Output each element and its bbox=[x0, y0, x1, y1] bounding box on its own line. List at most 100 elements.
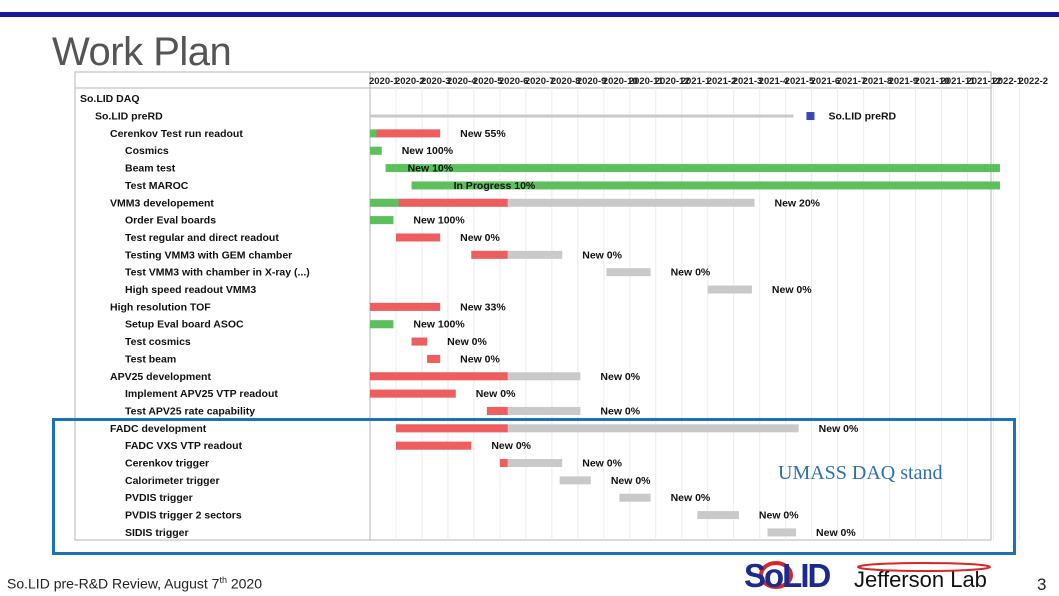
gantt-bar-done bbox=[385, 164, 1000, 173]
gantt-bar-label: New 0% bbox=[447, 336, 487, 348]
gantt-tick-label: 2021-10 bbox=[915, 76, 950, 87]
gantt-bar-label: New 55% bbox=[460, 128, 506, 140]
gantt-bar-done bbox=[370, 216, 394, 225]
footer-sup: th bbox=[219, 575, 227, 585]
gantt-bar-remaining bbox=[707, 285, 752, 294]
gantt-task-name: FADC development bbox=[110, 423, 207, 435]
gantt-bar-late bbox=[370, 302, 441, 311]
gantt-task-name: Test cosmics bbox=[125, 336, 191, 348]
gantt-tick-label: 2020-2 bbox=[395, 76, 425, 87]
gantt-bar-label: New 20% bbox=[774, 197, 820, 209]
gantt-task-name: So.LID DAQ bbox=[80, 93, 140, 105]
gantt-bar-late bbox=[486, 406, 508, 415]
solid-logo-ring bbox=[759, 561, 793, 589]
gantt-task-name: Test MAROC bbox=[125, 180, 189, 192]
gantt-task-name: FADC VXS VTP readout bbox=[125, 440, 243, 452]
gantt-tick-label: 2021-9 bbox=[889, 76, 919, 87]
gantt-tick-label: 2021-12 bbox=[967, 76, 1002, 87]
gantt-bar-remaining bbox=[606, 268, 651, 277]
gantt-bar-late bbox=[370, 389, 456, 398]
gantt-bar-label: New 0% bbox=[611, 475, 651, 487]
gantt-task-name: Test regular and direct readout bbox=[125, 232, 279, 244]
gantt-bar-done bbox=[370, 129, 377, 138]
gantt-bar-done bbox=[370, 198, 399, 207]
gantt-bar-late bbox=[499, 459, 508, 468]
gantt-bar-label: New 0% bbox=[671, 267, 711, 279]
gantt-tick-label: 2021-11 bbox=[941, 76, 976, 87]
gantt-task-name: Test APV25 rate capability bbox=[125, 405, 255, 417]
gantt-task-name: Test VMM3 with chamber in X-ray (...) bbox=[125, 267, 310, 279]
gantt-bar-label: New 0% bbox=[759, 510, 799, 522]
gantt-bar-done bbox=[370, 320, 394, 329]
gantt-tick-label: 2022-1 bbox=[992, 76, 1022, 87]
gantt-bar-label: New 100% bbox=[402, 145, 454, 157]
gantt-tick-label: 2021-5 bbox=[785, 76, 815, 87]
gantt-bar-remaining bbox=[471, 250, 563, 259]
gantt-task-name: Implement APV25 VTP readout bbox=[125, 388, 278, 400]
gantt-tick-label: 2021-2 bbox=[707, 76, 737, 87]
gantt-tick-label: 2022-2 bbox=[1018, 76, 1048, 87]
gantt-bar-late bbox=[398, 198, 508, 207]
gantt-tick-label: 2020-4 bbox=[447, 76, 477, 87]
gantt-task-name: APV25 development bbox=[110, 371, 211, 383]
gantt-bar-late bbox=[427, 354, 441, 363]
gantt-bar-remaining bbox=[499, 459, 563, 468]
top-accent-bar bbox=[0, 12, 1059, 17]
gantt-summary-bar bbox=[370, 114, 794, 118]
gantt-bar-remaining bbox=[697, 511, 739, 520]
gantt-bar-late bbox=[395, 441, 472, 450]
gantt-bar-label: New 0% bbox=[816, 527, 856, 539]
gantt-tick-label: 2020-10 bbox=[603, 76, 638, 87]
gantt-task-name: So.LID preRD bbox=[95, 111, 163, 123]
gantt-tick-label: 2020-7 bbox=[525, 76, 555, 87]
gantt-tick-label: 2021-3 bbox=[733, 76, 763, 87]
gantt-bar-remaining bbox=[370, 198, 755, 207]
gantt-task-name: Calorimeter trigger bbox=[125, 475, 220, 487]
gantt-bar-label: New 0% bbox=[582, 458, 622, 470]
gantt-task-name: Order Eval boards bbox=[125, 215, 216, 227]
gantt-task-name: PVDIS trigger 2 sectors bbox=[125, 510, 242, 522]
gantt-tick-label: 2021-7 bbox=[837, 76, 867, 87]
gantt-bar-label: New 0% bbox=[491, 440, 531, 452]
gantt-task-name: Testing VMM3 with GEM chamber bbox=[125, 249, 292, 261]
gantt-tick-label: 2020-11 bbox=[629, 76, 664, 87]
gantt-task-name: High speed readout VMM3 bbox=[125, 284, 256, 296]
gantt-bar-label: New 10% bbox=[408, 163, 454, 175]
gantt-task-name: Cerenkov trigger bbox=[125, 458, 209, 470]
gantt-bar-label: So.LID preRD bbox=[828, 111, 896, 123]
gantt-tick-label: 2020-9 bbox=[577, 76, 607, 87]
gantt-milestone bbox=[806, 112, 815, 121]
gantt-bar-late bbox=[370, 372, 508, 381]
gantt-task-name: Test beam bbox=[125, 353, 176, 365]
gantt-tick-label: 2020-5 bbox=[473, 76, 503, 87]
gantt-bar-label: New 0% bbox=[476, 388, 516, 400]
gantt-task-name: Setup Eval board ASOC bbox=[125, 319, 244, 331]
solid-logo-text: SoLID bbox=[744, 557, 830, 594]
gantt-bar-late bbox=[395, 424, 508, 433]
gantt-bar-label: New 0% bbox=[600, 371, 640, 383]
gantt-bar-done bbox=[411, 181, 1000, 190]
gantt-tick-label: 2021-8 bbox=[863, 76, 893, 87]
gantt-bar-remaining bbox=[486, 406, 581, 415]
gantt-task-name: Cerenkov Test run readout bbox=[110, 128, 243, 140]
gantt-bar-late bbox=[411, 337, 428, 346]
gantt-tick-label: 2020-3 bbox=[421, 76, 451, 87]
gantt-bar-label: New 0% bbox=[819, 423, 859, 435]
jlab-logo: Jefferson Lab bbox=[854, 562, 991, 592]
gantt-bar-remaining bbox=[619, 493, 651, 502]
gantt-bar-label: New 0% bbox=[600, 405, 640, 417]
solid-logo: SoLID bbox=[744, 557, 832, 594]
jlab-logo-text: Jefferson Lab bbox=[854, 567, 987, 592]
gantt-tick-label: 2020-1 bbox=[369, 76, 399, 87]
gantt-bar-label: New 0% bbox=[460, 232, 500, 244]
gantt-task-name: Cosmics bbox=[125, 145, 169, 157]
gantt-bar-label: New 0% bbox=[582, 249, 622, 261]
gantt-bar-remaining bbox=[559, 476, 591, 485]
gantt-task-name: SIDIS trigger bbox=[125, 527, 189, 539]
gantt-bar-label: New 0% bbox=[772, 284, 812, 296]
gantt-tick-label: 2021-1 bbox=[681, 76, 711, 87]
gantt-task-name: High resolution TOF bbox=[110, 301, 211, 313]
page-number: 3 bbox=[1037, 575, 1047, 594]
